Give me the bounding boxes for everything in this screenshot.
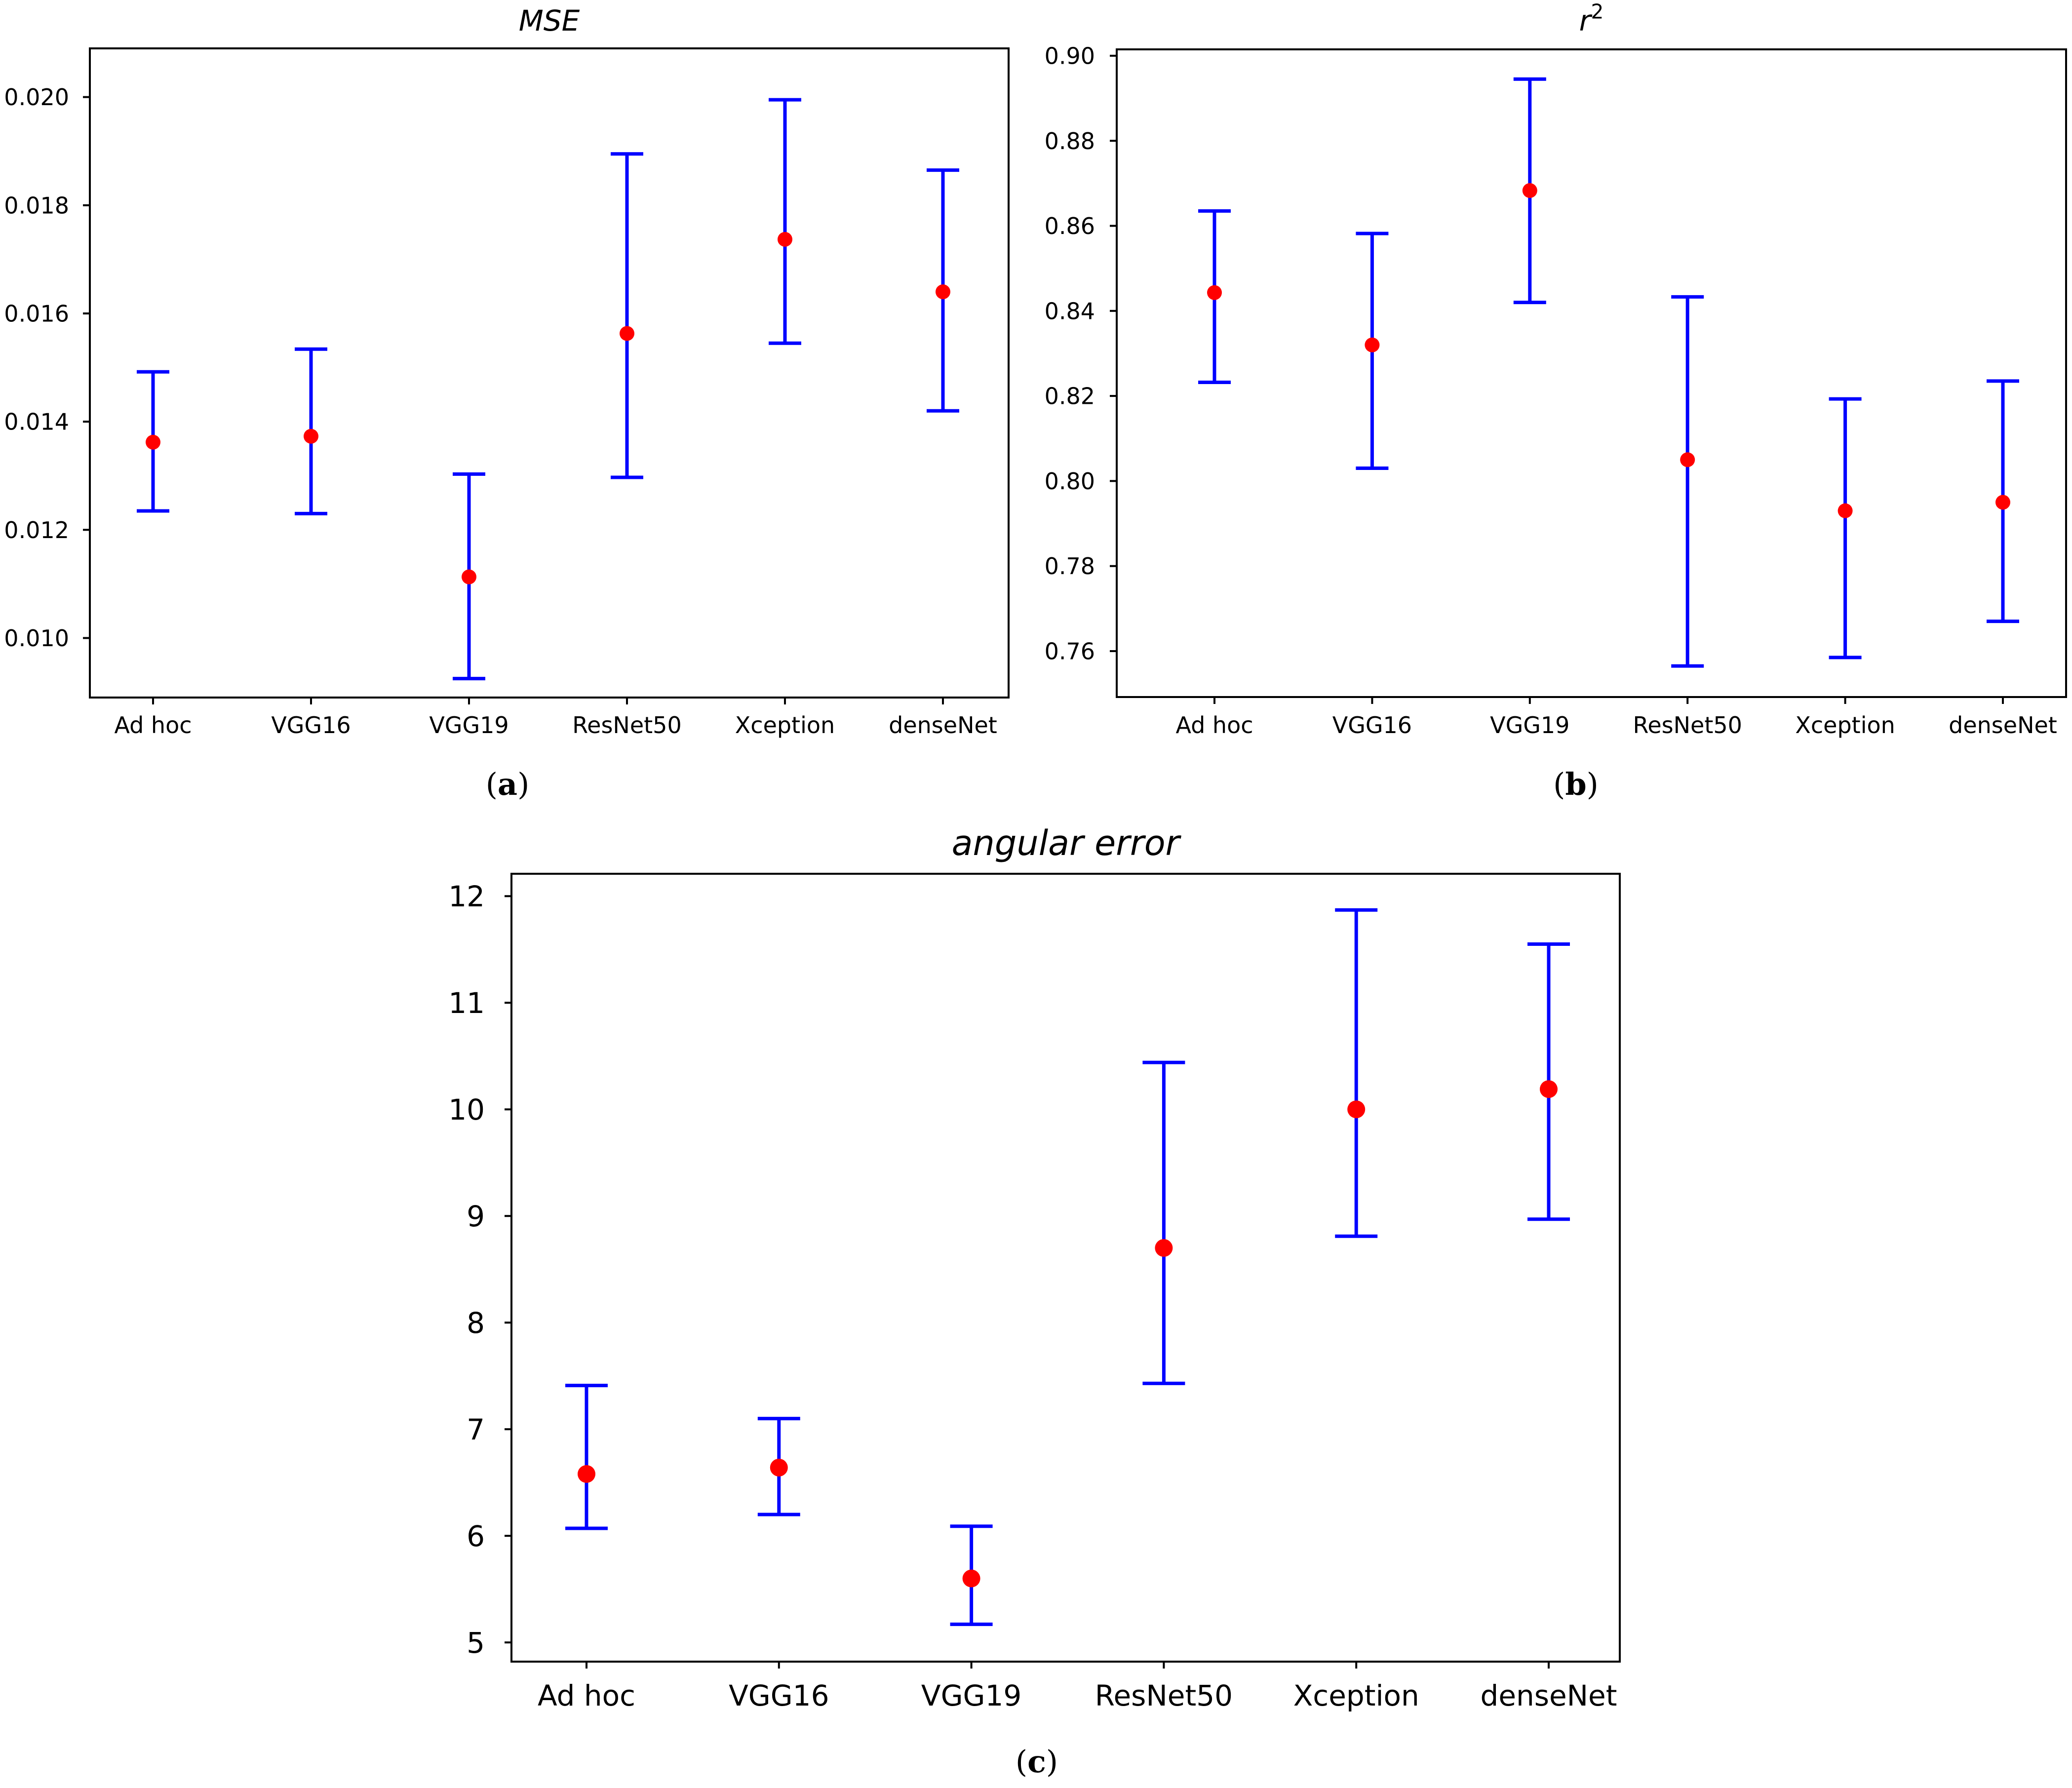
x-tick-label: ResNet50: [572, 712, 681, 739]
data-point: [1347, 1100, 1366, 1119]
y-tick-label: 8: [467, 1306, 485, 1340]
y-tick-label: 0.014: [4, 409, 69, 435]
y-tick-label: 0.018: [4, 192, 69, 219]
chart-title: angular error: [952, 823, 1182, 863]
chart-title-superscript: 2: [1591, 0, 1604, 24]
caption-close: ): [1587, 766, 1599, 802]
x-tick-label: Ad hoc: [114, 712, 192, 739]
x-tick-label: VGG16: [1332, 712, 1412, 739]
data-point: [1680, 452, 1695, 467]
x-tick-label: VGG19: [429, 712, 508, 739]
y-tick-label: 0.020: [4, 84, 69, 111]
x-tick-label: denseNet: [889, 712, 997, 739]
panel-caption: (b): [1553, 766, 1599, 802]
y-tick-label: 0.012: [4, 517, 69, 544]
y-tick-label: 0.80: [1045, 468, 1095, 495]
caption-letter: a: [498, 766, 517, 802]
caption-letter: b: [1565, 766, 1586, 802]
chart-title-text: MSE: [519, 4, 580, 38]
x-tick-label: denseNet: [1481, 1679, 1617, 1712]
y-tick-label: 0.82: [1045, 383, 1095, 410]
x-tick-label: Xception: [1293, 1679, 1419, 1712]
caption-open: (: [1016, 1744, 1027, 1780]
caption-close: ): [1046, 1744, 1058, 1780]
y-tick-label: 5: [467, 1626, 485, 1660]
chart-title: MSE: [519, 4, 580, 38]
y-tick-label: 0.010: [4, 625, 69, 652]
data-point: [1207, 285, 1222, 300]
caption-letter: c: [1027, 1744, 1046, 1780]
data-point: [578, 1465, 595, 1483]
x-tick-label: VGG19: [921, 1679, 1021, 1712]
x-tick-label: VGG16: [729, 1679, 829, 1712]
x-tick-label: ResNet50: [1633, 712, 1742, 739]
y-tick-label: 6: [467, 1519, 485, 1553]
data-point: [962, 1569, 980, 1588]
y-tick-label: 7: [467, 1413, 485, 1446]
caption-open: (: [1553, 766, 1565, 802]
chart-panel-a: MSE 0.010 0.012 0.014 0.016 0.018 0.020 Ad hoc V…: [4, 4, 1010, 802]
data-point: [304, 428, 318, 444]
chart-title-text: angular error: [952, 823, 1182, 863]
data-point: [1995, 495, 2010, 510]
y-tick-label: 0.78: [1045, 553, 1095, 580]
data-point: [936, 284, 950, 300]
caption-close: ): [517, 766, 529, 802]
chart-title-text: r: [1579, 4, 1593, 38]
y-tick-label: 0.76: [1045, 638, 1095, 665]
data-point: [462, 569, 476, 584]
y-tick-label: 0.84: [1045, 298, 1095, 324]
panel-caption: (c): [1016, 1744, 1058, 1780]
data-point: [770, 1458, 788, 1477]
data-point: [1540, 1080, 1558, 1098]
plot-frame: [1116, 48, 2067, 698]
data-point: [1837, 503, 1853, 518]
chart-title: r2: [1579, 0, 1604, 38]
x-tick-label: Xception: [735, 712, 835, 739]
x-tick-label: VGG19: [1490, 712, 1569, 739]
panel-caption: (a): [486, 766, 530, 802]
x-tick-label: Ad hoc: [1175, 712, 1253, 739]
data-point: [1522, 183, 1537, 198]
y-tick-label: 12: [448, 880, 485, 913]
y-tick-label: 11: [448, 986, 485, 1020]
data-point: [1365, 337, 1380, 352]
data-point: [620, 326, 634, 341]
x-tick-label: ResNet50: [1095, 1679, 1233, 1712]
x-tick-label: Ad hoc: [538, 1679, 635, 1712]
y-tick-label: 10: [448, 1093, 485, 1127]
x-tick-label: denseNet: [1949, 712, 2057, 739]
data-point: [778, 232, 792, 247]
x-tick-label: VGG16: [271, 712, 351, 739]
y-tick-label: 0.90: [1045, 42, 1095, 69]
y-tick-label: 0.86: [1045, 213, 1095, 239]
y-tick-label: 9: [467, 1200, 485, 1233]
plot-frame: [510, 873, 1621, 1663]
x-tick-label: Xception: [1795, 712, 1895, 739]
chart-panel-b: r2 0.76 0.78 0.80 0.82 0.84 0.86 0.88 0.90 Ad hoc…: [1045, 0, 2067, 802]
y-tick-label: 0.88: [1045, 128, 1095, 155]
data-point: [146, 434, 160, 450]
data-point: [1155, 1239, 1173, 1257]
plot-frame: [89, 47, 1010, 699]
caption-open: (: [486, 766, 498, 802]
chart-panel-c: angular error 5 6 7 8 9 10 11 12 Ad hoc VGG16 VGG19…: [448, 823, 1621, 1780]
y-tick-label: 0.016: [4, 301, 69, 327]
